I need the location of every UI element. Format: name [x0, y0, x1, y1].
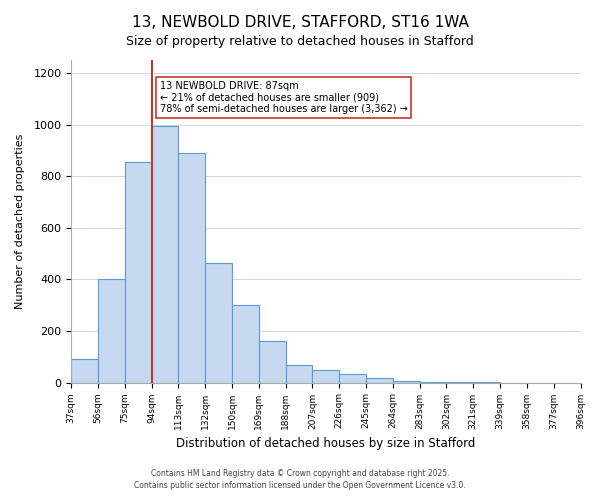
Bar [205, 262, 232, 382]
Bar [366, 378, 393, 382]
Bar [286, 364, 313, 382]
Bar [259, 342, 286, 382]
Text: 13, NEWBOLD DRIVE, STAFFORD, ST16 1WA: 13, NEWBOLD DRIVE, STAFFORD, ST16 1WA [131, 15, 469, 30]
Y-axis label: Number of detached properties: Number of detached properties [15, 134, 25, 309]
Bar [178, 153, 205, 382]
Text: Contains HM Land Registry data © Crown copyright and database right 2025.
Contai: Contains HM Land Registry data © Crown c… [134, 468, 466, 490]
X-axis label: Distribution of detached houses by size in Stafford: Distribution of detached houses by size … [176, 437, 476, 450]
Bar [71, 360, 98, 382]
Bar [339, 374, 366, 382]
Bar [152, 126, 178, 382]
Bar [313, 370, 339, 382]
Bar [125, 162, 152, 382]
Text: Size of property relative to detached houses in Stafford: Size of property relative to detached ho… [126, 35, 474, 48]
Bar [232, 305, 259, 382]
Text: 13 NEWBOLD DRIVE: 87sqm
← 21% of detached houses are smaller (909)
78% of semi-d: 13 NEWBOLD DRIVE: 87sqm ← 21% of detache… [160, 80, 407, 114]
Bar [98, 280, 125, 382]
